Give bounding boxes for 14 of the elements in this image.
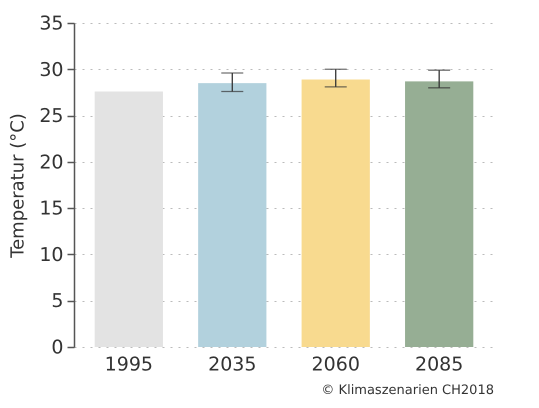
y-tick-label: 0 <box>51 336 64 358</box>
text: © Klimaszenarien CH2018 <box>321 383 494 398</box>
y-tick-label: 5 <box>51 290 64 312</box>
y-axis-title: Temperatur (°C) <box>7 113 28 259</box>
x-tick-label: 2085 <box>414 354 464 376</box>
y-tick-label: 15 <box>39 198 64 220</box>
x-tick-label: 2060 <box>312 354 360 376</box>
y-tick-label: 30 <box>39 58 64 81</box>
x-tick-label: 2035 <box>208 354 256 376</box>
x-tick-label: 1995 <box>104 354 154 376</box>
y-tick-label: 20 <box>39 151 64 174</box>
y-tick-label: 25 <box>39 105 64 128</box>
y-tick-label: 10 <box>39 244 64 266</box>
y-tick-label: 35 <box>39 12 64 34</box>
